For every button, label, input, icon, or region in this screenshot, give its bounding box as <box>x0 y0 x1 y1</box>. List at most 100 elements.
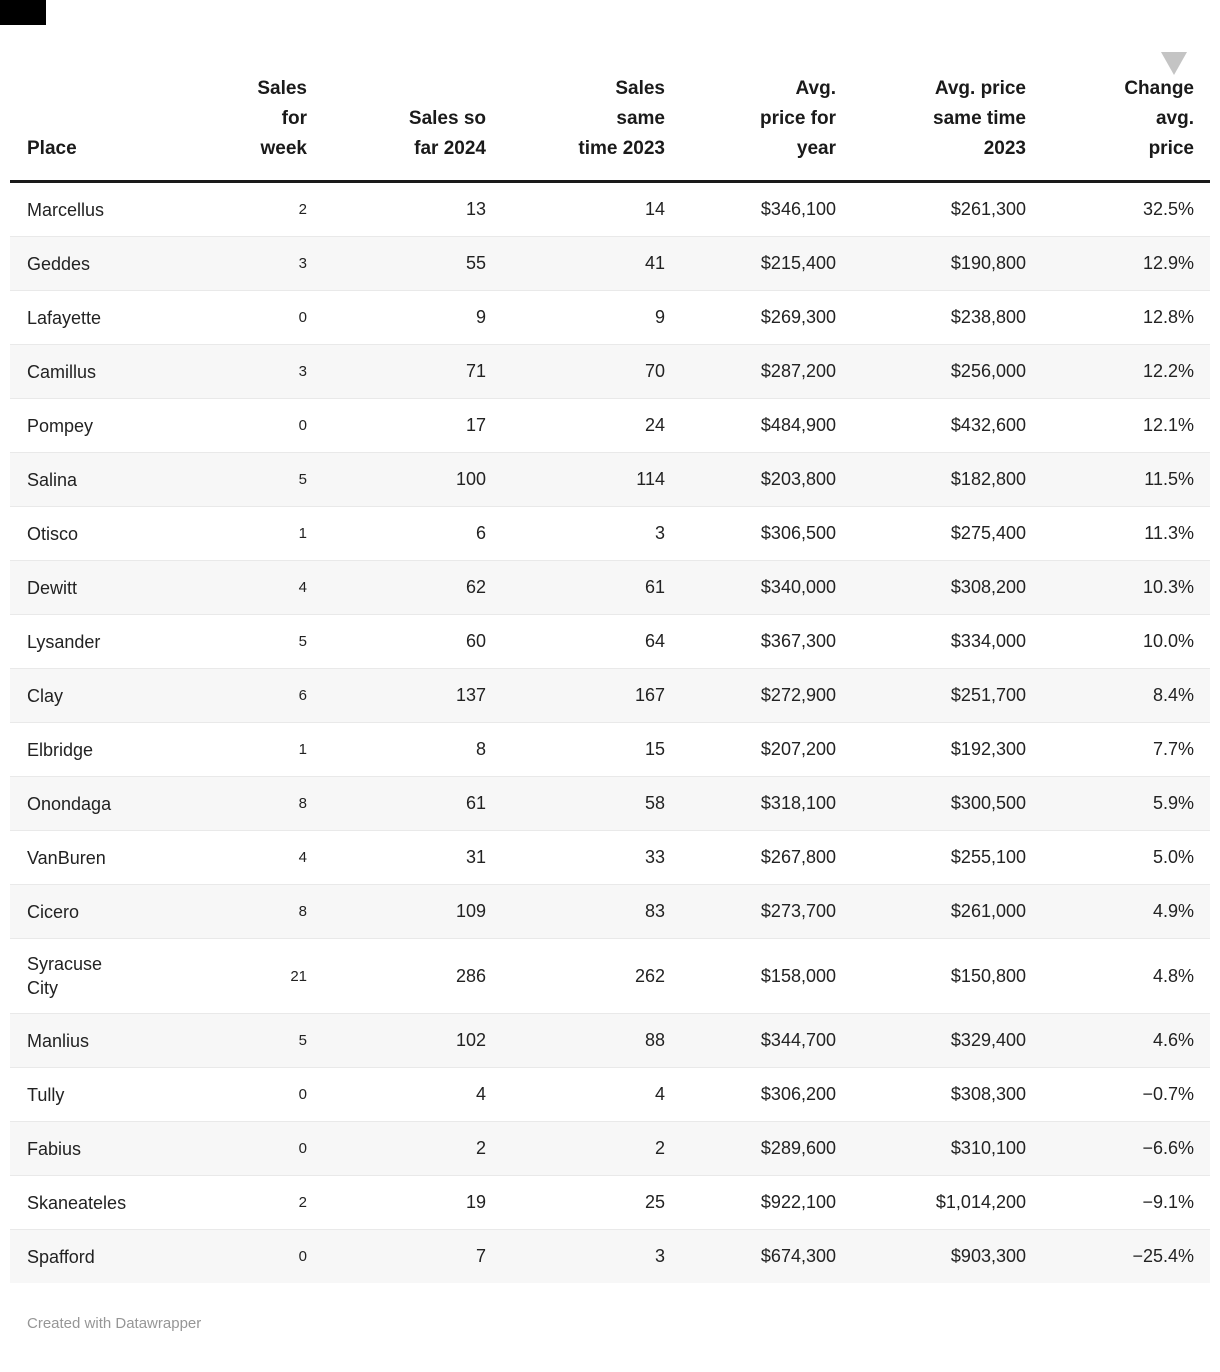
table-row: Syracuse City 21 286 262 $158,000 $150,8… <box>10 938 1210 1014</box>
cell-sales-so-far-2024: 137 <box>307 668 486 723</box>
place-name: Cicero <box>27 901 80 922</box>
table-row: Tully 0 4 4 $306,200 $308,300 −0.7% <box>10 1067 1210 1122</box>
column-header-sales-same-time-2023[interactable]: Sales same time 2023 <box>486 0 665 183</box>
cell-avg-price-for-year: $318,100 <box>665 776 836 831</box>
cell-avg-price-for-year: $289,600 <box>665 1121 836 1176</box>
cell-sales-for-week: 2 <box>250 1175 307 1230</box>
place-name: Skaneateles <box>27 1192 127 1213</box>
cell-change-avg-price: 5.9% <box>1026 776 1210 831</box>
cell-avg-price-same-time-2023: $334,000 <box>836 614 1026 669</box>
table-row: Marcellus 2 13 14 $346,100 $261,300 32.5… <box>10 182 1210 237</box>
cell-change-avg-price: −0.7% <box>1026 1067 1210 1122</box>
cell-sales-for-week: 1 <box>250 506 307 561</box>
table-row: Camillus 3 71 70 $287,200 $256,000 12.2% <box>10 344 1210 399</box>
table-row: Lysander 5 60 64 $367,300 $334,000 10.0% <box>10 614 1210 669</box>
cell-sales-so-far-2024: 9 <box>307 290 486 345</box>
cell-avg-price-same-time-2023: $190,800 <box>836 236 1026 291</box>
cell-avg-price-same-time-2023: $238,800 <box>836 290 1026 345</box>
cell-change-avg-price: 12.8% <box>1026 290 1210 345</box>
cell-place: Clay <box>10 668 250 723</box>
table-row: Cicero 8 109 83 $273,700 $261,000 4.9% <box>10 884 1210 939</box>
place-name: Otisco <box>27 523 79 544</box>
cell-avg-price-same-time-2023: $255,100 <box>836 830 1026 885</box>
cell-change-avg-price: 11.3% <box>1026 506 1210 561</box>
cell-avg-price-same-time-2023: $150,800 <box>836 938 1026 1014</box>
cell-sales-same-time-2023: 2 <box>486 1121 665 1176</box>
cell-avg-price-same-time-2023: $192,300 <box>836 722 1026 777</box>
place-name: Spafford <box>27 1246 95 1267</box>
cell-place: Tully <box>10 1067 250 1122</box>
cell-sales-so-far-2024: 19 <box>307 1175 486 1230</box>
cell-sales-so-far-2024: 55 <box>307 236 486 291</box>
place-name: Pompey <box>27 415 94 436</box>
cell-sales-so-far-2024: 100 <box>307 452 486 507</box>
cell-sales-for-week: 21 <box>250 938 307 1014</box>
column-header-label: Change avg. price <box>1124 78 1194 159</box>
place-name: Fabius <box>27 1138 82 1159</box>
place-name: Lafayette <box>27 307 102 328</box>
cell-change-avg-price: 8.4% <box>1026 668 1210 723</box>
cell-place: Manlius <box>10 1013 250 1068</box>
place-name: Salina <box>27 469 78 490</box>
place-name: Camillus <box>27 361 97 382</box>
cell-sales-same-time-2023: 24 <box>486 398 665 453</box>
corner-marker <box>0 0 46 25</box>
cell-sales-so-far-2024: 61 <box>307 776 486 831</box>
cell-sales-for-week: 3 <box>250 236 307 291</box>
cell-sales-for-week: 6 <box>250 668 307 723</box>
cell-avg-price-for-year: $207,200 <box>665 722 836 777</box>
place-name: Onondaga <box>27 793 112 814</box>
place-name: Manlius <box>27 1030 90 1051</box>
cell-place: Spafford <box>10 1229 250 1283</box>
table-header: Place Sales for week Sales so far 2024 S… <box>10 0 1210 183</box>
cell-sales-so-far-2024: 17 <box>307 398 486 453</box>
cell-sales-for-week: 3 <box>250 344 307 399</box>
cell-change-avg-price: 5.0% <box>1026 830 1210 885</box>
table-row: Spafford 0 7 3 $674,300 $903,300 −25.4% <box>10 1229 1210 1283</box>
cell-sales-so-far-2024: 109 <box>307 884 486 939</box>
table-row: Clay 6 137 167 $272,900 $251,700 8.4% <box>10 668 1210 723</box>
table-row: Fabius 0 2 2 $289,600 $310,100 −6.6% <box>10 1121 1210 1176</box>
column-header-sales-so-far-2024[interactable]: Sales so far 2024 <box>307 0 486 183</box>
cell-place: Skaneateles <box>10 1175 250 1230</box>
column-header-label: Avg. price same time 2023 <box>933 78 1026 159</box>
cell-avg-price-same-time-2023: $903,300 <box>836 1229 1026 1283</box>
place-name: Lysander <box>27 631 101 652</box>
datawrapper-attribution-link[interactable]: Created with Datawrapper <box>27 1315 202 1332</box>
table-row: Otisco 1 6 3 $306,500 $275,400 11.3% <box>10 506 1210 561</box>
cell-sales-for-week: 0 <box>250 290 307 345</box>
cell-place: VanBuren <box>10 830 250 885</box>
cell-avg-price-for-year: $273,700 <box>665 884 836 939</box>
column-header-change-avg-price[interactable]: Change avg. price <box>1026 0 1210 183</box>
cell-sales-so-far-2024: 13 <box>465 199 486 219</box>
sort-desc-icon[interactable] <box>1161 52 1187 75</box>
table-row: Pompey 0 17 24 $484,900 $432,600 12.1% <box>10 398 1210 453</box>
cell-sales-for-week: 2 <box>298 201 307 218</box>
place-name: Clay <box>27 685 64 706</box>
place-name: Dewitt <box>27 577 78 598</box>
table-row: Geddes 3 55 41 $215,400 $190,800 12.9% <box>10 236 1210 291</box>
cell-avg-price-same-time-2023: $310,100 <box>836 1121 1026 1176</box>
column-header-avg-price-for-year[interactable]: Avg. price for year <box>665 0 836 183</box>
cell-avg-price-same-time-2023: $1,014,200 <box>836 1175 1026 1230</box>
cell-place: Lysander <box>10 614 250 669</box>
cell-avg-price-for-year: $367,300 <box>665 614 836 669</box>
cell-sales-same-time-2023: 33 <box>486 830 665 885</box>
column-header-avg-price-same-time-2023[interactable]: Avg. price same time 2023 <box>836 0 1026 183</box>
column-header-sales-for-week[interactable]: Sales for week <box>250 0 307 183</box>
column-header-place[interactable]: Place <box>10 0 250 183</box>
cell-avg-price-same-time-2023: $182,800 <box>836 452 1026 507</box>
cell-change-avg-price: −9.1% <box>1026 1175 1210 1230</box>
cell-avg-price-same-time-2023: $261,000 <box>836 884 1026 939</box>
cell-place: Dewitt <box>10 560 250 615</box>
cell-change-avg-price: 4.9% <box>1026 884 1210 939</box>
cell-change-avg-price: 32.5% <box>1142 199 1194 219</box>
cell-change-avg-price: 4.6% <box>1026 1013 1210 1068</box>
table-row: VanBuren 4 31 33 $267,800 $255,100 5.0% <box>10 830 1210 885</box>
cell-change-avg-price: 10.0% <box>1026 614 1210 669</box>
table-row: Skaneateles 2 19 25 $922,100 $1,014,200 … <box>10 1175 1210 1230</box>
cell-change-avg-price: −6.6% <box>1026 1121 1210 1176</box>
column-header-label: Place <box>27 138 77 159</box>
cell-avg-price-same-time-2023: $329,400 <box>836 1013 1026 1068</box>
